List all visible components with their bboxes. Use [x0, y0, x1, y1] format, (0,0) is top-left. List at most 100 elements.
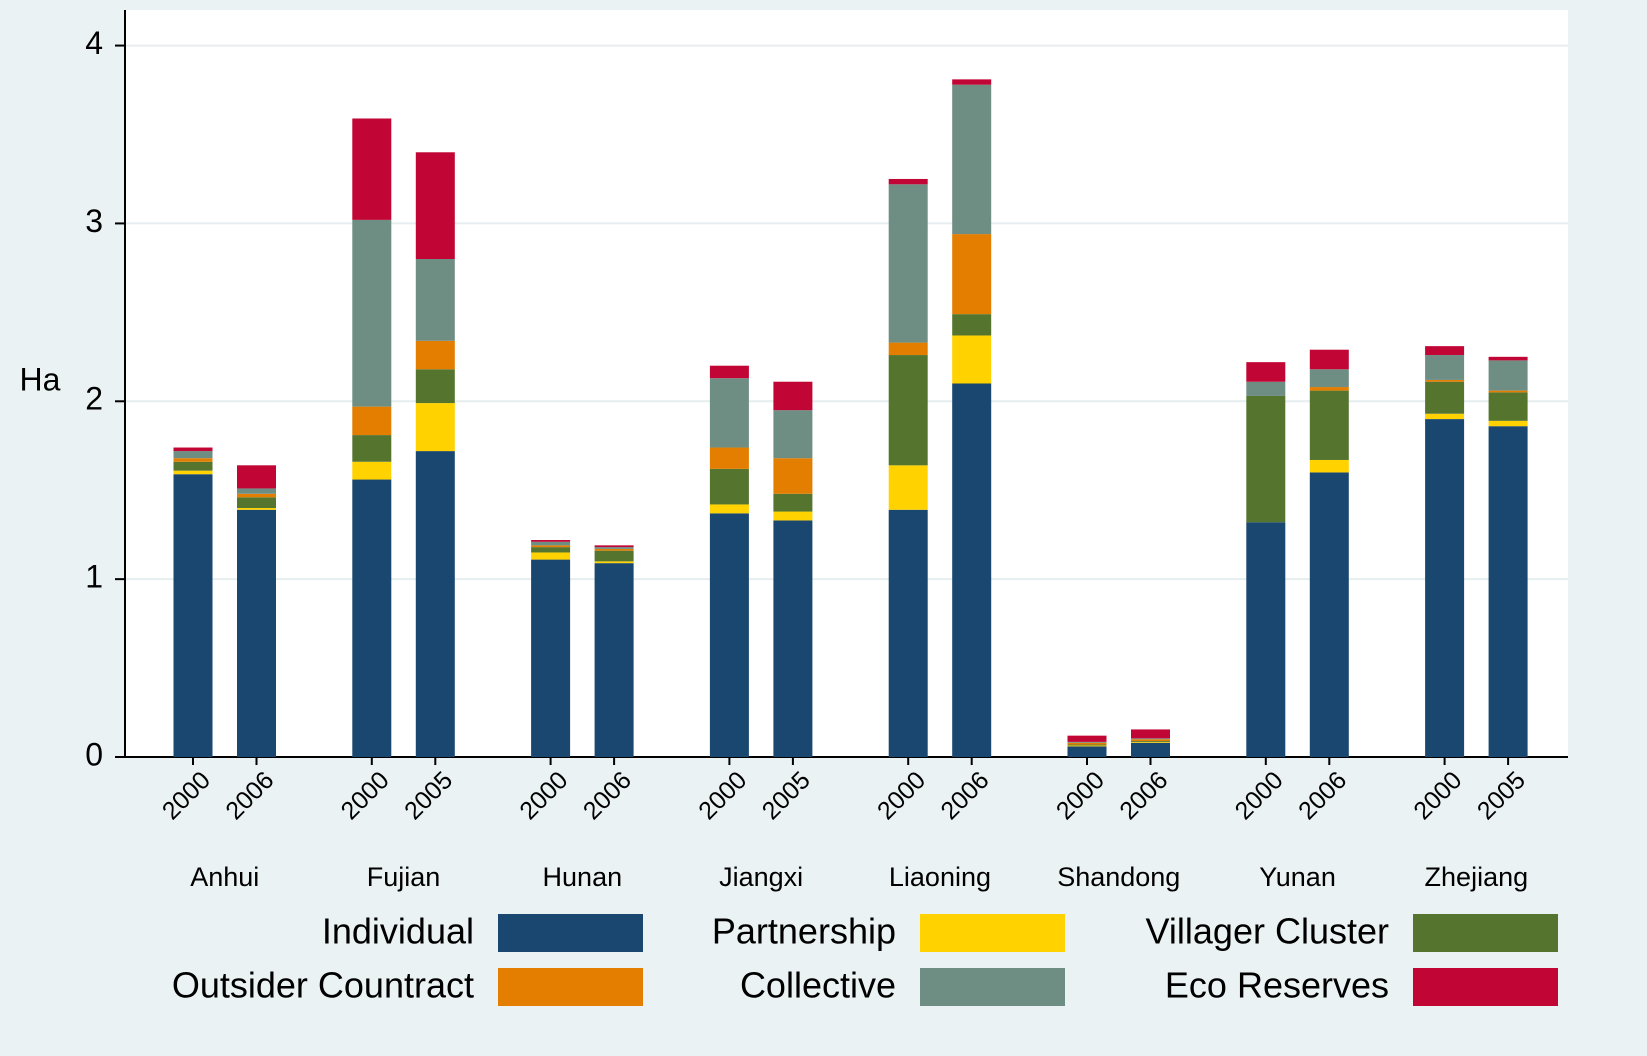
- bar-segment: [1067, 744, 1107, 746]
- bar-segment: [531, 540, 571, 542]
- y-tick-label: 0: [85, 736, 103, 772]
- bar-segment: [952, 383, 992, 757]
- bar-segment: [709, 365, 749, 379]
- bar-segment: [415, 152, 455, 259]
- bar-segment: [888, 178, 928, 185]
- bar-segment: [1067, 746, 1107, 757]
- bar-segment: [1425, 381, 1465, 414]
- y-tick-label: 2: [85, 381, 103, 417]
- bar-segment: [531, 552, 571, 560]
- bar-segment: [1425, 346, 1465, 356]
- group-label: Hunan: [543, 862, 623, 892]
- bar-segment: [952, 314, 992, 336]
- bar-segment: [594, 550, 634, 562]
- bar-segment: [237, 465, 276, 489]
- bar-segment: [352, 406, 392, 436]
- bar-segment: [173, 474, 213, 757]
- bar-segment: [173, 458, 213, 462]
- bar-segment: [415, 340, 455, 370]
- bar-segment: [773, 410, 813, 459]
- bar-segment: [173, 451, 213, 459]
- bar-segment: [709, 447, 749, 469]
- x-tick-label: 2000: [336, 766, 395, 825]
- bar-segment: [1067, 742, 1107, 745]
- x-tick-label: 2006: [1114, 766, 1173, 825]
- x-tick-label: 2000: [693, 766, 752, 825]
- bar-segment: [1131, 740, 1170, 742]
- bar-segment: [1488, 392, 1528, 421]
- bar-segment: [594, 547, 634, 549]
- bar-segment: [1488, 390, 1528, 393]
- legend-swatch: [498, 914, 643, 952]
- bar-segment: [1246, 522, 1286, 757]
- bar-segment: [237, 508, 276, 510]
- legend-swatch: [920, 968, 1065, 1006]
- bar-segment: [1425, 419, 1465, 757]
- x-tick-label: 2000: [872, 766, 931, 825]
- x-tick-label: 2006: [1293, 766, 1352, 825]
- bar-segment: [1067, 735, 1107, 742]
- bar-segment: [594, 548, 634, 551]
- bar-segment: [173, 447, 213, 452]
- legend-swatch: [498, 968, 643, 1006]
- bar-segment: [1309, 390, 1349, 460]
- bar-segment: [531, 559, 571, 757]
- bar-segment: [1246, 362, 1286, 382]
- bar-segment: [773, 493, 813, 512]
- bar-segment: [773, 520, 813, 757]
- group-label: Yunan: [1259, 862, 1336, 892]
- bar-segment: [1067, 741, 1107, 743]
- bar-segment: [888, 509, 928, 757]
- group-label: Anhui: [190, 862, 259, 892]
- legend-label: Partnership: [712, 911, 896, 952]
- bar-segment: [952, 335, 992, 384]
- group-label: Jiangxi: [719, 862, 803, 892]
- bar-segment: [237, 497, 276, 508]
- bar-segment: [888, 355, 928, 466]
- x-tick-label: 2006: [220, 766, 279, 825]
- bar-segment: [352, 479, 392, 757]
- x-tick-label: 2000: [1051, 766, 1110, 825]
- bar-segment: [773, 381, 813, 411]
- bar-segment: [1488, 356, 1528, 361]
- legend-swatch: [1413, 968, 1558, 1006]
- bar-segment: [1425, 355, 1465, 380]
- bar-segment: [237, 509, 276, 757]
- group-label: Shandong: [1057, 862, 1180, 892]
- x-tick-label: 2000: [1408, 766, 1467, 825]
- bar-segment: [1488, 360, 1528, 391]
- x-tick-label: 2005: [399, 766, 458, 825]
- legend-label: Outsider Countract: [172, 965, 474, 1006]
- bar-segment: [1488, 420, 1528, 427]
- bar-segment: [594, 545, 634, 548]
- bar-segment: [1131, 742, 1170, 757]
- bar-segment: [1309, 472, 1349, 757]
- legend-label: Collective: [740, 965, 896, 1006]
- bar-segment: [709, 468, 749, 505]
- bar-segment: [1309, 459, 1349, 473]
- bar-segment: [173, 470, 213, 475]
- bar-segment: [709, 513, 749, 757]
- bar-segment: [237, 493, 276, 498]
- bar-segment: [1131, 739, 1170, 741]
- y-axis-label: Ha: [20, 361, 61, 397]
- bar-segment: [1131, 729, 1170, 739]
- bar-segment: [531, 541, 571, 546]
- y-tick-label: 1: [85, 559, 103, 595]
- bar-segment: [415, 369, 455, 404]
- bar-segment: [415, 403, 455, 452]
- bar-segment: [1425, 413, 1465, 420]
- bar-segment: [415, 451, 455, 757]
- bar-segment: [952, 234, 992, 315]
- bar-segment: [1246, 381, 1286, 396]
- legend-swatch: [920, 914, 1065, 952]
- group-label: Liaoning: [889, 862, 991, 892]
- bar-segment: [1309, 387, 1349, 391]
- x-tick-label: 2005: [1472, 766, 1531, 825]
- bar-segment: [888, 342, 928, 356]
- x-tick-label: 2000: [514, 766, 573, 825]
- y-tick-label: 4: [85, 25, 103, 61]
- bar-segment: [952, 84, 992, 235]
- bar-segment: [352, 435, 392, 462]
